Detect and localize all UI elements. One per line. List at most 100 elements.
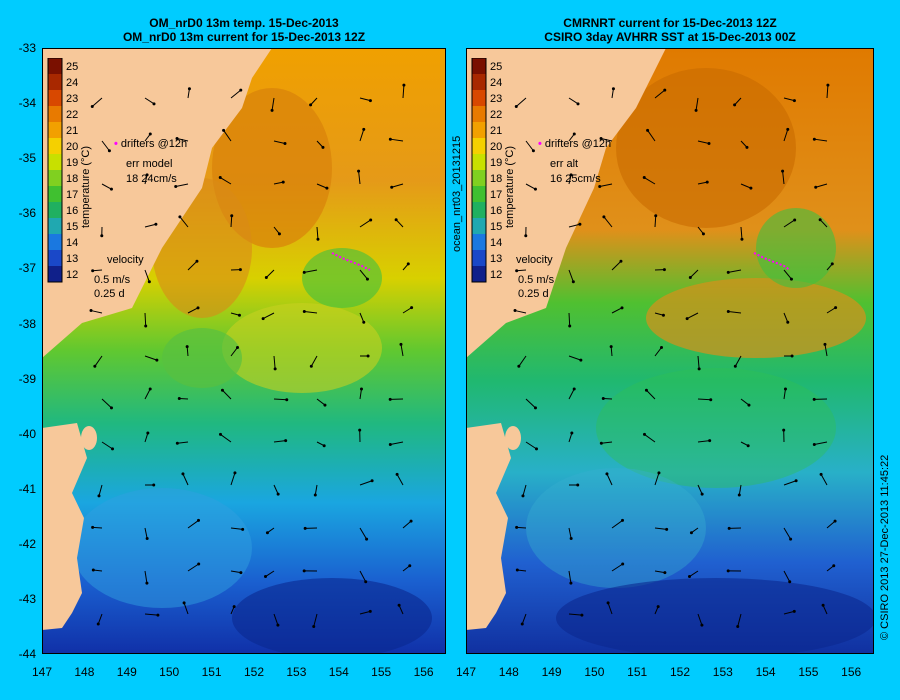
right-err-label: err alt	[550, 158, 579, 170]
left-velocity-arrows	[89, 83, 414, 629]
velocity-arrow-head	[569, 581, 573, 585]
velocity-arrow	[728, 269, 742, 273]
velocity-arrow-head	[830, 262, 834, 266]
velocity-arrow	[697, 181, 708, 185]
velocity-arrow-head	[182, 601, 186, 605]
velocity-arrow-head	[270, 108, 274, 112]
lon-tick-label: 149	[541, 665, 562, 679]
velocity-arrow-head	[235, 345, 239, 349]
colorbar-swatch	[472, 106, 486, 122]
left-title-line2: OM_nrD0 13m current for 15-Dec-2013 12Z	[122, 30, 366, 44]
lat-tick-label: -40	[18, 426, 36, 441]
velocity-arrow	[358, 171, 361, 185]
velocity-arrow-head	[819, 472, 823, 476]
right-map[interactable]	[466, 48, 874, 654]
colorbar-tick-label: 16	[490, 205, 502, 217]
velocity-arrow	[606, 473, 613, 486]
velocity-arrow	[262, 312, 275, 320]
velocity-arrow	[177, 441, 189, 444]
left-map[interactable]	[42, 48, 446, 654]
colorbar-swatch	[48, 138, 62, 154]
colorbar-tick-label: 14	[490, 237, 502, 249]
colorbar-tick-label: 15	[66, 221, 78, 233]
velocity-arrow-head	[657, 471, 661, 475]
velocity-arrow-head	[362, 320, 366, 324]
velocity-arrow	[91, 97, 103, 107]
lat-tick-label: -43	[18, 592, 36, 606]
velocity-arrow-head	[812, 443, 816, 447]
velocity-arrow	[728, 311, 742, 314]
velocity-arrow	[359, 610, 371, 615]
velocity-arrow-head	[197, 518, 201, 522]
velocity-arrow	[654, 215, 657, 228]
velocity-arrow	[740, 398, 750, 406]
velocity-arrow-head	[662, 268, 666, 272]
lon-tick-label: 149	[116, 665, 137, 679]
colorbar-swatch	[472, 138, 486, 154]
velocity-arrow-head	[726, 310, 730, 314]
left-err-label: err model	[126, 158, 173, 170]
velocity-arrow-head	[283, 142, 287, 146]
velocity-arrow	[265, 269, 275, 278]
velocity-arrow-head	[789, 277, 793, 281]
velocity-arrow-head	[388, 443, 392, 447]
velocity-arrow-head	[323, 403, 327, 407]
velocity-arrow	[314, 484, 318, 496]
velocity-arrow-head	[302, 569, 306, 573]
velocity-arrow	[144, 432, 149, 443]
velocity-arrow-head	[302, 270, 306, 274]
velocity-arrow	[654, 89, 666, 99]
velocity-arrow-head	[568, 324, 572, 328]
velocity-arrow-head	[665, 527, 669, 531]
velocity-arrow	[738, 484, 742, 496]
velocity-arrow-head	[390, 185, 394, 189]
velocity-arrow	[600, 138, 613, 142]
velocity-arrow-head	[322, 444, 326, 448]
velocity-arrow-head	[239, 571, 243, 575]
velocity-arrow-head	[148, 132, 152, 136]
velocity-arrow-head	[569, 173, 573, 177]
velocity-arrow	[737, 613, 742, 627]
velocity-arrow	[646, 389, 656, 400]
velocity-arrow-head	[609, 345, 613, 349]
velocity-arrow-head	[145, 173, 149, 177]
velocity-arrow	[359, 219, 371, 228]
velocity-arrow-head	[364, 580, 368, 584]
velocity-arrow-head	[146, 431, 150, 435]
velocity-arrow-head	[524, 234, 528, 238]
flinders-island	[81, 426, 97, 450]
velocity-arrow-head	[96, 622, 100, 626]
velocity-arrow-head	[357, 169, 361, 173]
velocity-arrow-head	[220, 388, 224, 392]
velocity-arrow	[820, 474, 828, 486]
colorbar-swatch	[48, 58, 62, 74]
velocity-arrow	[183, 602, 189, 615]
colorbar-tick-label: 20	[66, 141, 78, 153]
velocity-arrow	[686, 312, 699, 320]
velocity-arrow	[814, 441, 828, 446]
velocity-arrow-head	[788, 580, 792, 584]
velocity-arrow	[98, 484, 103, 496]
velocity-arrow-head	[705, 180, 709, 184]
velocity-arrow-head	[365, 537, 369, 541]
velocity-arrow-head	[792, 609, 796, 613]
velocity-arrow-head	[746, 444, 750, 448]
velocity-arrow-head	[174, 184, 178, 188]
velocity-arrow-head	[273, 367, 277, 371]
velocity-arrow	[697, 140, 710, 145]
velocity-arrow	[568, 355, 582, 361]
mainland	[466, 48, 666, 358]
colorbar-swatch	[48, 106, 62, 122]
right-title-line2: CSIRO 3day AVHRR SST at 15-Dec-2013 00Z	[544, 30, 796, 44]
velocity-arrow	[144, 97, 155, 105]
velocity-arrow	[359, 97, 371, 102]
lat-tick-label: -35	[18, 151, 36, 166]
velocity-arrow-head	[576, 483, 580, 487]
velocity-arrow	[689, 570, 699, 577]
velocity-arrow	[390, 138, 404, 142]
velocity-arrow-head	[621, 562, 625, 566]
colorbar-tick-label: 14	[66, 237, 78, 249]
velocity-arrow-head	[520, 622, 524, 626]
velocity-arrow	[689, 269, 699, 278]
velocity-arrow-head	[321, 145, 325, 149]
